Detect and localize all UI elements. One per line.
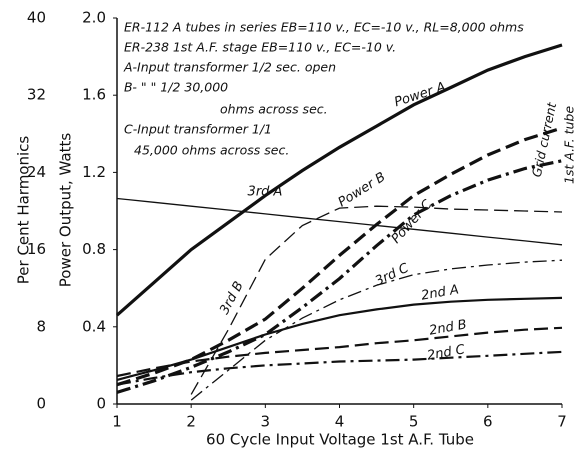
- annotation: 45,000 ohms across sec.: [134, 143, 289, 158]
- y-tick-label: 0.8: [82, 240, 106, 258]
- x-tick-label: 3: [261, 413, 271, 431]
- y2-tick-label: 32: [27, 86, 46, 104]
- annotation: Grid current: [529, 100, 560, 178]
- annotation: ER-238 1st A.F. stage EB=110 v., EC=-10 …: [124, 40, 396, 55]
- y2-tick-label: 8: [36, 317, 46, 335]
- y-tick-label: 2.0: [82, 9, 106, 27]
- y-tick-label: 1.2: [82, 163, 106, 181]
- x-tick-label: 1: [112, 413, 122, 431]
- y2-tick-label: 0: [36, 395, 46, 413]
- y2-tick-label: 40: [27, 9, 46, 27]
- annotation: C-Input transformer 1/1: [124, 122, 272, 137]
- series-line: [116, 197, 563, 246]
- y-tick-label: 0: [96, 395, 106, 413]
- y2-tick-label: 24: [27, 163, 46, 181]
- x-tick-label: 7: [557, 413, 567, 431]
- series-label: 3rd C: [373, 260, 412, 289]
- series-line: [116, 296, 563, 381]
- series-label: Power A: [393, 80, 448, 111]
- x-axis-label: 60 Cycle Input Voltage 1st A.F. Tube: [206, 431, 474, 449]
- series-line: [116, 350, 563, 386]
- x-tick-label: 4: [335, 413, 345, 431]
- series-label: 2nd C: [426, 342, 467, 364]
- x-tick-label: 6: [483, 413, 493, 431]
- y2-axis-label: Per Cent Harmonics: [15, 136, 33, 285]
- y-tick-label: 0.4: [82, 317, 106, 335]
- y-tick-label: 1.6: [82, 86, 106, 104]
- series-label: 2nd B: [428, 317, 468, 338]
- series-label: Power B: [336, 170, 389, 211]
- series-label: Power C: [389, 197, 436, 247]
- series-line: [116, 159, 563, 394]
- series-label: 3rd A: [248, 185, 283, 200]
- series-line: [190, 259, 563, 401]
- y2-tick-label: 16: [27, 240, 46, 258]
- annotation: A-Input transformer 1/2 sec. open: [123, 60, 336, 75]
- x-tick-label: 2: [186, 413, 196, 431]
- series-line: [116, 326, 563, 378]
- series-label: 3rd B: [217, 279, 247, 317]
- series-line: [115, 43, 563, 317]
- annotation: 1st A.F. tube: [562, 106, 577, 184]
- y-axis-label: Power Output, Watts: [57, 133, 75, 288]
- annotation: ER-112 A tubes in series EB=110 v., EC=-…: [124, 20, 524, 35]
- annotation: ohms across sec.: [220, 102, 328, 117]
- x-tick-label: 5: [409, 413, 419, 431]
- series-line: [190, 205, 563, 395]
- series-line: [116, 126, 563, 387]
- series-label: 2nd A: [420, 282, 460, 303]
- annotation: B- " " 1/2 30,000: [124, 80, 228, 95]
